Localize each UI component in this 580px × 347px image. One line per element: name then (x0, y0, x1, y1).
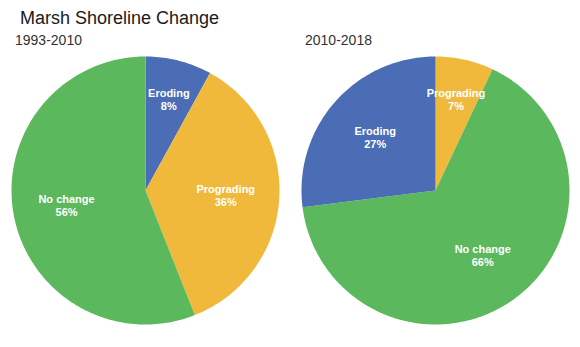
html-text:2010-2018: 2010-2018 (305, 32, 372, 48)
svg-text:Eroding8%: Eroding8% (148, 87, 190, 112)
svg-text:Prograding36%: Prograding36% (196, 183, 255, 208)
html-text:1993-2010: 1993-2010 (15, 32, 82, 48)
svg-text:No change56%: No change56% (38, 193, 94, 218)
html-text:Marsh Shoreline Change: Marsh Shoreline Change (20, 8, 220, 28)
svg-text:Prograding7%: Prograding7% (427, 87, 486, 112)
svg-text:Eroding27%: Eroding27% (354, 125, 396, 150)
svg-text:No change66%: No change66% (455, 243, 511, 268)
